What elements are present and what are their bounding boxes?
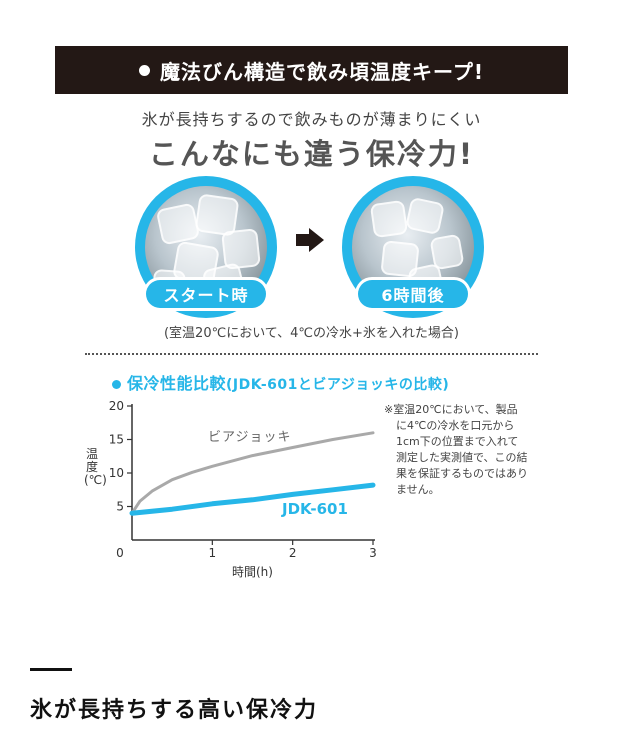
dotted-divider [85, 353, 538, 355]
y-tick-label: 5 [116, 500, 124, 514]
section-heading: 氷が長持ちする高い保冷力 [30, 698, 319, 723]
chart-section-title: 保冷性能比較(JDK-601とビアジョッキの比較) [112, 370, 449, 394]
y-tick-label: 10 [109, 466, 124, 480]
x-tick-label: 2 [289, 546, 297, 560]
bullet-dot-icon [139, 64, 151, 76]
test-condition-caption: (室温20℃において、4℃の冷水+氷を入れた場合) [163, 326, 459, 341]
start-label-pill: スタート時 [146, 280, 266, 308]
x-tick-label: 1 [209, 546, 217, 560]
subtitle: 氷が長持ちするので飲みものが薄まりにくい [141, 110, 482, 129]
series-line-jdk-601 [129, 482, 376, 516]
note-line: ません。 [396, 483, 440, 496]
chart-title-main: 保冷性能比較 [127, 374, 227, 393]
feature-banner: 魔法びん構造で飲み頃温度キープ! [55, 46, 568, 94]
note-line: 測定した実測値で、この結 [396, 451, 528, 464]
measurement-note: ※室温20℃において、製品 に4℃の冷水を口元から 1cm下の位置まで入れて 測… [384, 402, 552, 498]
banner-text: 魔法びん構造で飲み頃温度キープ! [160, 59, 484, 84]
x-tick-label: 0 [116, 546, 124, 560]
heading-rule [30, 668, 72, 671]
note-line: 果を保証するものではあり [396, 467, 528, 480]
series-line-beer-mug [130, 431, 375, 515]
after-label-pill: 6時間後 [358, 280, 468, 308]
bullet-dot-icon [112, 380, 121, 389]
note-line: ※室温20℃において、製品 [384, 403, 518, 416]
headline: こんなにも違う保冷力! [148, 137, 475, 171]
note-line: に4℃の冷水を口元から [396, 419, 515, 432]
y-tick-label: 15 [109, 433, 124, 447]
series-label-jdk-601: JDK-601 [281, 500, 348, 518]
chart-title-sub: (JDK-601とビアジョッキの比較) [226, 377, 450, 393]
x-tick-label: 3 [369, 546, 377, 560]
arrow-right-icon [296, 228, 324, 252]
y-tick-label: 20 [109, 399, 124, 413]
x-axis-label: 時間(h) [232, 565, 273, 579]
series-label-beer-mug: ビアジョッキ [208, 430, 291, 445]
note-line: 1cm下の位置まで入れて [396, 435, 519, 448]
